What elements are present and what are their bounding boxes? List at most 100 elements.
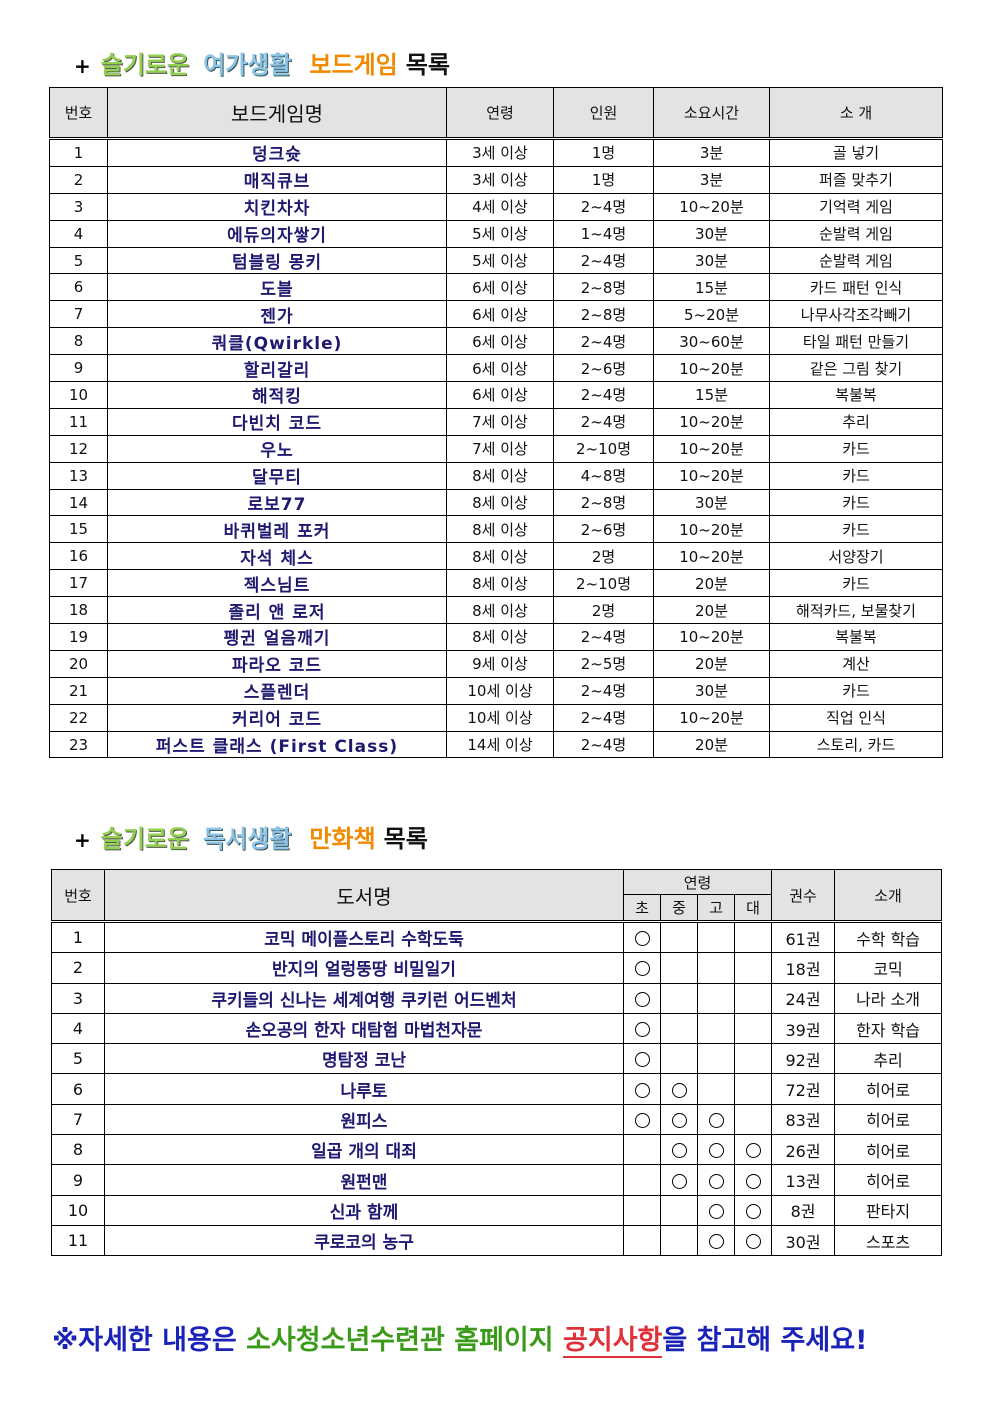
cell-title: 신과 함께 xyxy=(104,1194,624,1226)
table-row: 14 로보77 8세 이상 2~8명 30분 카드 xyxy=(49,488,943,517)
cell-duration: 20분 xyxy=(653,730,770,759)
footer-space xyxy=(445,1325,454,1356)
cell-duration: 10~20분 xyxy=(653,407,770,436)
cell-players: 2~5명 xyxy=(553,649,654,678)
cell-no: 17 xyxy=(49,569,108,598)
cell-age-middle xyxy=(660,982,698,1014)
header-players: 인원 xyxy=(553,87,654,140)
cell-game-name: 자석 체스 xyxy=(107,542,447,571)
cell-age: 6세 이상 xyxy=(446,327,554,356)
cell-volumes: 39권 xyxy=(771,1012,836,1045)
cell-no: 12 xyxy=(49,434,108,463)
heading-word-3: 만화책 xyxy=(309,825,376,853)
cell-no: 22 xyxy=(49,703,108,732)
cell-game-name: 퍼스트 클래스 (First Class) xyxy=(107,730,447,759)
cell-volumes: 30권 xyxy=(771,1224,836,1257)
cell-game-name: 치킨차차 xyxy=(107,192,447,221)
circle-mark-icon xyxy=(708,1203,724,1219)
cell-no: 10 xyxy=(51,1194,105,1226)
table-row: 2 매직큐브 3세 이상 1명 3분 퍼즐 맞추기 xyxy=(49,165,943,194)
header-age-adult: 대 xyxy=(733,894,773,923)
cell-game-name: 달무티 xyxy=(107,461,447,490)
cell-volumes: 24권 xyxy=(771,982,836,1014)
header-duration: 소요시간 xyxy=(653,87,770,140)
cell-age: 7세 이상 xyxy=(446,434,554,463)
cell-title: 원펀맨 xyxy=(104,1164,624,1196)
cell-game-name: 로보77 xyxy=(107,488,447,517)
cell-no: 6 xyxy=(51,1073,105,1105)
cell-no: 11 xyxy=(49,407,108,436)
cell-intro: 순발력 게임 xyxy=(769,246,943,275)
cell-age-high xyxy=(697,1073,735,1105)
header-intro: 소 개 xyxy=(769,87,943,140)
cell-no: 8 xyxy=(51,1134,105,1166)
table-row: 21 스플렌더 10세 이상 2~4명 30분 카드 xyxy=(49,676,943,705)
cell-no: 20 xyxy=(49,649,108,678)
cell-age-elementary xyxy=(623,1134,661,1166)
cell-players: 2~10명 xyxy=(553,434,654,463)
cell-intro: 카드 xyxy=(769,569,943,598)
header-age-high: 고 xyxy=(697,894,735,923)
cell-title: 손오공의 한자 대탐험 마법천자문 xyxy=(104,1012,624,1045)
cell-intro: 수학 학습 xyxy=(834,920,943,954)
cell-game-name: 해적킹 xyxy=(107,381,447,409)
table-row: 9 원펀맨 13권 히어로 xyxy=(51,1164,943,1196)
cell-no: 16 xyxy=(49,542,108,571)
cell-age: 10세 이상 xyxy=(446,676,554,705)
cell-volumes: 18권 xyxy=(771,952,836,984)
cell-intro: 기억력 게임 xyxy=(769,192,943,221)
cell-title: 코믹 메이플스토리 수학도둑 xyxy=(104,920,624,954)
cell-players: 1명 xyxy=(553,138,654,167)
circle-mark-icon xyxy=(671,1112,687,1128)
heading-word-2: 독서생활 xyxy=(203,825,292,853)
cell-duration: 3분 xyxy=(653,165,770,194)
table-row: 8 쿼클(Qwirkle) 6세 이상 2~4명 30~60분 타일 패턴 만들기 xyxy=(49,327,943,356)
cell-game-name: 텀블링 몽키 xyxy=(107,246,447,275)
cell-volumes: 26권 xyxy=(771,1134,836,1166)
cell-no: 3 xyxy=(49,192,108,221)
cell-players: 2~4명 xyxy=(553,381,654,409)
cell-title: 반지의 얼렁뚱땅 비밀일기 xyxy=(104,952,624,984)
table-row: 8 일곱 개의 대죄 26권 히어로 xyxy=(51,1134,943,1166)
cell-age-middle xyxy=(660,1134,698,1166)
cell-duration: 10~20분 xyxy=(653,542,770,571)
cell-game-name: 젠가 xyxy=(107,300,447,329)
cell-duration: 10~20분 xyxy=(653,434,770,463)
header-title: 도서명 xyxy=(104,869,624,923)
table-row: 22 커리어 코드 10세 이상 2~4명 10~20분 직업 인식 xyxy=(49,703,943,732)
footer-notice-link[interactable]: 공지사항 xyxy=(563,1325,663,1358)
cell-title: 쿠로코의 농구 xyxy=(104,1224,624,1257)
comic-heading: + 슬기로운 독서생활 만화책 목록 xyxy=(74,819,428,854)
cell-players: 2~8명 xyxy=(553,300,654,329)
cell-duration: 10~20분 xyxy=(653,461,770,490)
circle-mark-icon xyxy=(708,1234,724,1250)
cell-age: 3세 이상 xyxy=(446,165,554,194)
cell-intro: 카드 xyxy=(769,434,943,463)
cell-age: 8세 이상 xyxy=(446,569,554,598)
plus-icon: + xyxy=(74,828,91,852)
cell-intro: 나라 소개 xyxy=(834,982,943,1014)
cell-players: 2~6명 xyxy=(553,354,654,383)
heading-word-4: 목록 xyxy=(405,51,450,79)
circle-mark-icon xyxy=(634,1082,650,1098)
cell-intro: 카드 xyxy=(769,515,943,544)
cell-age: 8세 이상 xyxy=(446,596,554,625)
cell-age: 8세 이상 xyxy=(446,542,554,571)
table-row: 6 도블 6세 이상 2~8명 15분 카드 패턴 인식 xyxy=(49,273,943,302)
comic-table: 번호 도서명 연령 권수 소개 초 중 고 대 1 코믹 메이플스토리 수학도둑 6… xyxy=(51,869,943,1257)
footer-text-1: ※자세한 내용은 xyxy=(52,1325,247,1356)
board-game-rows: 1 덩크슛 3세 이상 1명 3분 골 넣기 2 매직큐브 3세 이상 1명 3분 퍼즐 맞추기 3 치킨… xyxy=(49,138,943,759)
cell-age-elementary xyxy=(623,952,661,984)
cell-no: 10 xyxy=(49,381,108,409)
cell-intro: 히어로 xyxy=(834,1134,943,1166)
cell-duration: 10~20분 xyxy=(653,354,770,383)
table-row: 7 원피스 83권 히어로 xyxy=(51,1103,943,1136)
cell-game-name: 졸리 앤 로저 xyxy=(107,596,447,625)
cell-players: 2~8명 xyxy=(553,488,654,517)
comic-rows: 1 코믹 메이플스토리 수학도둑 61권 수학 학습 2 반지의 얼렁뚱땅 비밀일기 18권… xyxy=(51,920,943,1257)
cell-age: 5세 이상 xyxy=(446,246,554,275)
cell-age-adult xyxy=(733,1194,773,1226)
cell-game-name: 도블 xyxy=(107,273,447,302)
footer-text-2: 을 참고해 주세요! xyxy=(662,1325,868,1356)
cell-no: 1 xyxy=(51,920,105,954)
